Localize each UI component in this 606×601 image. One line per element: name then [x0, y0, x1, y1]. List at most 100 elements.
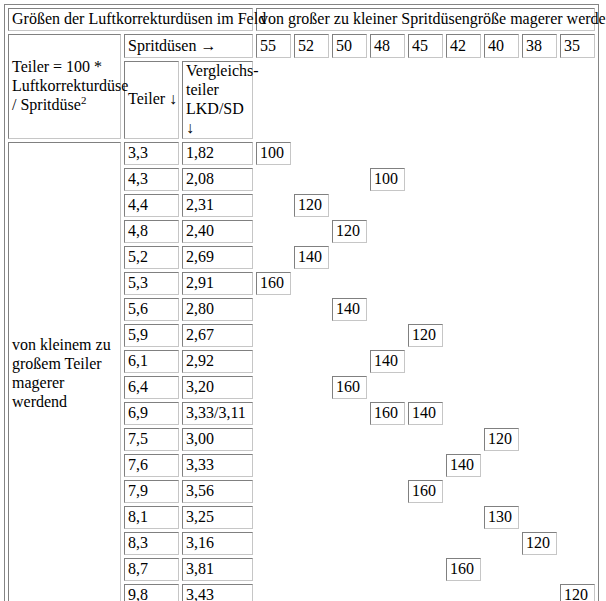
teiler-value: 8,3 — [124, 532, 179, 555]
empty-cell — [370, 220, 405, 243]
empty-cell — [332, 61, 367, 139]
empty-cell — [484, 142, 519, 165]
jet-column-header: 40 — [484, 34, 519, 58]
vergleichsteiler-header: Vergleichs- teiler LKD/SD ↓ — [182, 61, 253, 139]
empty-cell — [256, 402, 291, 425]
empty-cell — [256, 61, 291, 139]
empty-cell — [256, 532, 291, 555]
empty-cell — [522, 584, 557, 601]
empty-cell — [294, 168, 329, 191]
empty-cell — [446, 272, 481, 295]
vergleichsteiler-value: 2,69 — [182, 246, 253, 269]
empty-cell — [332, 246, 367, 269]
empty-cell — [294, 350, 329, 373]
lkd-value: 120 — [408, 324, 443, 347]
empty-cell — [370, 376, 405, 399]
empty-cell — [560, 220, 595, 243]
vergleichsteiler-value: 2,91 — [182, 272, 253, 295]
empty-cell — [370, 194, 405, 217]
empty-cell — [560, 246, 595, 269]
empty-cell — [256, 350, 291, 373]
empty-cell — [332, 142, 367, 165]
empty-cell — [522, 350, 557, 373]
empty-cell — [332, 532, 367, 555]
empty-cell — [560, 428, 595, 451]
empty-cell — [522, 272, 557, 295]
empty-cell — [446, 480, 481, 503]
empty-cell — [522, 324, 557, 347]
vergleichsteiler-value: 3,33/3,11 — [182, 402, 253, 425]
empty-cell — [484, 532, 519, 555]
jet-column-header: 50 — [332, 34, 367, 58]
empty-cell — [522, 376, 557, 399]
lkd-value: 100 — [256, 142, 291, 165]
empty-cell — [522, 61, 557, 139]
empty-cell — [332, 194, 367, 217]
empty-cell — [256, 246, 291, 269]
lkd-value: 160 — [408, 480, 443, 503]
empty-cell — [370, 558, 405, 581]
empty-cell — [408, 194, 443, 217]
empty-cell — [560, 194, 595, 217]
empty-cell — [560, 480, 595, 503]
empty-cell — [522, 480, 557, 503]
empty-cell — [522, 220, 557, 243]
vergleichsteiler-value: 3,56 — [182, 480, 253, 503]
empty-cell — [446, 428, 481, 451]
vergleichsteiler-value: 3,20 — [182, 376, 253, 399]
empty-cell — [446, 532, 481, 555]
empty-cell — [522, 454, 557, 477]
empty-cell — [560, 298, 595, 321]
empty-cell — [256, 376, 291, 399]
page: Größen der Luftkorrekturdüsen im Feld vo… — [0, 0, 606, 601]
lkd-value: 140 — [370, 350, 405, 373]
empty-cell — [408, 168, 443, 191]
empty-cell — [484, 61, 519, 139]
empty-cell — [446, 298, 481, 321]
empty-cell — [560, 350, 595, 373]
empty-cell — [332, 584, 367, 601]
vergleichsteiler-value: 1,82 — [182, 142, 253, 165]
empty-cell — [560, 558, 595, 581]
jet-column-header: 55 — [256, 34, 291, 58]
empty-cell — [294, 532, 329, 555]
empty-cell — [484, 272, 519, 295]
empty-cell — [256, 324, 291, 347]
body-side-label: von kleinem zu großem Teiler magerer wer… — [8, 142, 121, 601]
lkd-value: 120 — [332, 220, 367, 243]
empty-cell — [560, 532, 595, 555]
jet-column-header: 38 — [522, 34, 557, 58]
formula-text: Teiler = 100 * Luftkorrekturdüse / Sprit… — [12, 58, 128, 113]
empty-cell — [294, 558, 329, 581]
empty-cell — [408, 350, 443, 373]
jet-column-header: 52 — [294, 34, 329, 58]
teiler-value: 8,1 — [124, 506, 179, 529]
vergleichsteiler-value: 2,92 — [182, 350, 253, 373]
empty-cell — [408, 298, 443, 321]
empty-cell — [560, 454, 595, 477]
empty-cell — [332, 168, 367, 191]
empty-cell — [446, 376, 481, 399]
empty-cell — [484, 220, 519, 243]
empty-cell — [256, 298, 291, 321]
empty-cell — [294, 220, 329, 243]
empty-cell — [446, 194, 481, 217]
teiler-value: 6,4 — [124, 376, 179, 399]
empty-cell — [560, 506, 595, 529]
empty-cell — [294, 272, 329, 295]
lkd-value: 120 — [560, 584, 595, 601]
empty-cell — [522, 298, 557, 321]
empty-cell — [294, 376, 329, 399]
empty-cell — [446, 142, 481, 165]
vergleichsteiler-value: 2,31 — [182, 194, 253, 217]
teiler-value: 5,3 — [124, 272, 179, 295]
empty-cell — [294, 506, 329, 529]
formula-superscript: 2 — [81, 93, 86, 105]
empty-cell — [370, 428, 405, 451]
table-body: von kleinem zu großem Teiler magerer wer… — [8, 142, 595, 601]
teiler-value: 6,9 — [124, 402, 179, 425]
vergleichsteiler-value: 3,25 — [182, 506, 253, 529]
empty-cell — [484, 584, 519, 601]
table-header-rows: Größen der Luftkorrekturdüsen im Feld vo… — [8, 8, 595, 139]
empty-cell — [560, 142, 595, 165]
